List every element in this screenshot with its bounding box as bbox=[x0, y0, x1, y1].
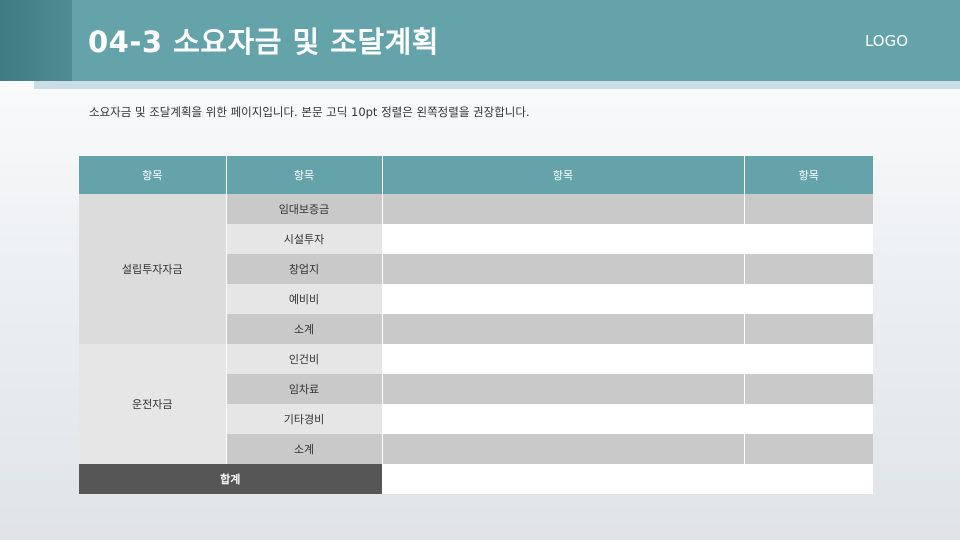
value-cell[interactable] bbox=[744, 224, 873, 254]
item-label: 인건비 bbox=[226, 344, 383, 374]
item-label: 임차료 bbox=[226, 374, 383, 404]
value-cell[interactable] bbox=[382, 404, 745, 434]
total-row: 합계 bbox=[79, 464, 873, 494]
logo: LOGO bbox=[864, 32, 908, 50]
value-cell[interactable] bbox=[382, 194, 745, 224]
value-cell[interactable] bbox=[382, 254, 745, 284]
funding-table: 항목 항목 항목 항목 설립투자자금 임대보증금 시설투자 창업지 예비비 bbox=[79, 156, 873, 494]
column-header: 항목 bbox=[744, 156, 873, 194]
item-label: 소계 bbox=[226, 434, 383, 464]
value-cell[interactable] bbox=[744, 194, 873, 224]
value-cell[interactable] bbox=[744, 284, 873, 314]
value-cell[interactable] bbox=[382, 434, 745, 464]
value-cell[interactable] bbox=[744, 314, 873, 344]
total-value-cell[interactable] bbox=[382, 464, 873, 494]
group-label: 설립투자자금 bbox=[79, 194, 227, 344]
column-header: 항목 bbox=[226, 156, 383, 194]
value-cell[interactable] bbox=[382, 374, 745, 404]
table-row: 예비비 bbox=[79, 284, 873, 314]
value-cell[interactable] bbox=[744, 344, 873, 374]
table-row: 설립투자자금 임대보증금 bbox=[79, 194, 873, 344]
table-row: 소계 bbox=[79, 314, 873, 344]
table-row: 시설투자 bbox=[79, 224, 873, 254]
value-cell[interactable] bbox=[744, 254, 873, 284]
table-row: 임차료 bbox=[79, 374, 873, 404]
value-cell[interactable] bbox=[744, 404, 873, 434]
table-row: 소계 bbox=[79, 434, 873, 464]
value-cell[interactable] bbox=[382, 314, 745, 344]
column-header: 항목 bbox=[79, 156, 227, 194]
title-bar-underline bbox=[34, 81, 960, 89]
value-cell[interactable] bbox=[382, 284, 745, 314]
table-row: 기타경비 bbox=[79, 404, 873, 434]
value-cell[interactable] bbox=[382, 224, 745, 254]
item-label: 소계 bbox=[226, 314, 383, 344]
page-title: 04-3 소요자금 및 조달계획 bbox=[88, 25, 439, 59]
value-cell[interactable] bbox=[744, 374, 873, 404]
group-label: 운전자금 bbox=[79, 344, 227, 464]
title-bar-accent bbox=[0, 0, 72, 81]
value-cell[interactable] bbox=[744, 434, 873, 464]
table-row: 창업지 bbox=[79, 254, 873, 284]
column-header: 항목 bbox=[382, 156, 745, 194]
table-header-row: 항목 항목 항목 항목 bbox=[79, 156, 873, 194]
title-bar bbox=[0, 0, 960, 81]
item-label: 기타경비 bbox=[226, 404, 383, 434]
total-label: 합계 bbox=[79, 464, 383, 494]
page-description: 소요자금 및 조달계획을 위한 페이지입니다. 본문 고딕 10pt 정렬은 왼… bbox=[89, 105, 530, 119]
item-label: 임대보증금 bbox=[226, 194, 383, 224]
table-row: 운전자금 인건비 bbox=[79, 344, 873, 464]
item-label: 예비비 bbox=[226, 284, 383, 314]
item-label: 창업지 bbox=[226, 254, 383, 284]
value-cell[interactable] bbox=[382, 344, 745, 374]
item-label: 시설투자 bbox=[226, 224, 383, 254]
